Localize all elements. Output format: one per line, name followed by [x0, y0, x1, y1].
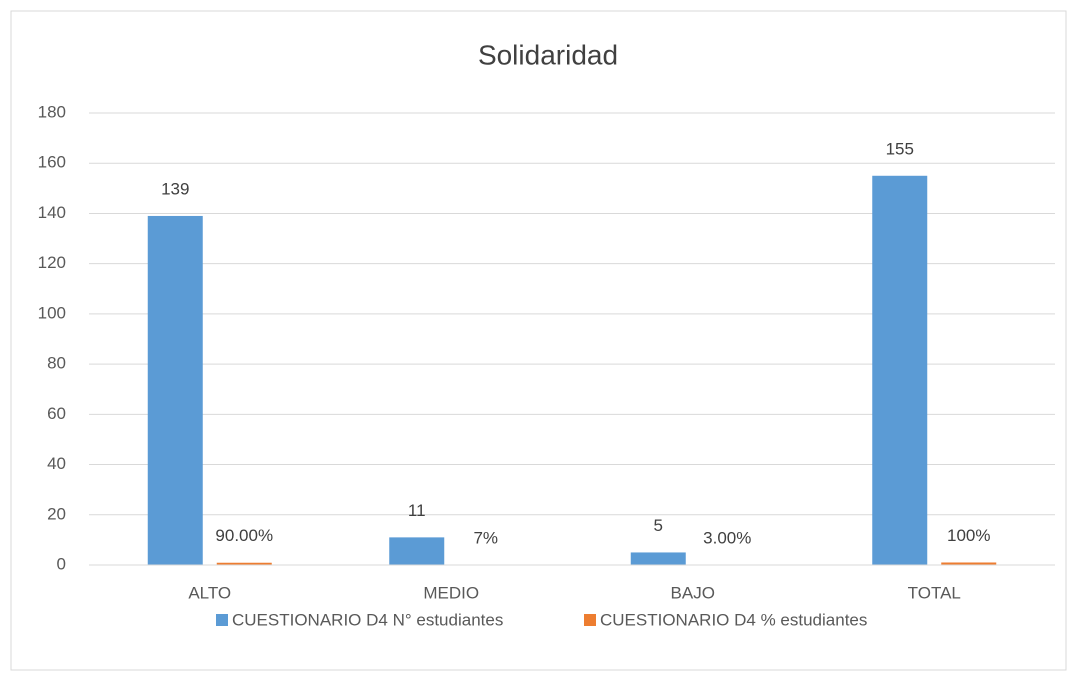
chart-title: Solidaridad — [478, 39, 618, 70]
value-label: 139 — [161, 179, 189, 198]
bar — [872, 175, 928, 565]
y-tick-label: 0 — [57, 554, 66, 573]
y-tick-label: 120 — [38, 253, 66, 272]
bar — [389, 537, 445, 565]
bar — [216, 562, 272, 565]
x-tick-label: TOTAL — [908, 583, 961, 602]
bar — [630, 552, 686, 565]
y-tick-label: 180 — [38, 102, 66, 121]
bar — [941, 562, 997, 565]
y-tick-label: 40 — [47, 454, 66, 473]
value-label: 7% — [473, 528, 498, 547]
value-label: 5 — [654, 516, 663, 535]
y-tick-label: 20 — [47, 504, 66, 523]
value-label: 3.00% — [703, 528, 751, 547]
x-tick-label: BAJO — [671, 583, 715, 602]
value-label: 90.00% — [215, 526, 273, 545]
y-tick-label: 80 — [47, 354, 66, 373]
legend-swatch — [216, 614, 228, 626]
value-label: 100% — [947, 526, 990, 545]
y-tick-label: 100 — [38, 303, 66, 322]
y-tick-label: 140 — [38, 203, 66, 222]
legend-label: CUESTIONARIO D4 % estudiantes — [600, 610, 867, 629]
bar — [147, 215, 203, 565]
y-tick-label: 160 — [38, 153, 66, 172]
x-tick-label: ALTO — [188, 583, 231, 602]
value-label: 155 — [886, 139, 914, 158]
y-tick-label: 60 — [47, 404, 66, 423]
legend-swatch — [584, 614, 596, 626]
x-tick-label: MEDIO — [423, 583, 479, 602]
value-label: 11 — [408, 501, 426, 520]
legend-label: CUESTIONARIO D4 N° estudiantes — [232, 610, 503, 629]
